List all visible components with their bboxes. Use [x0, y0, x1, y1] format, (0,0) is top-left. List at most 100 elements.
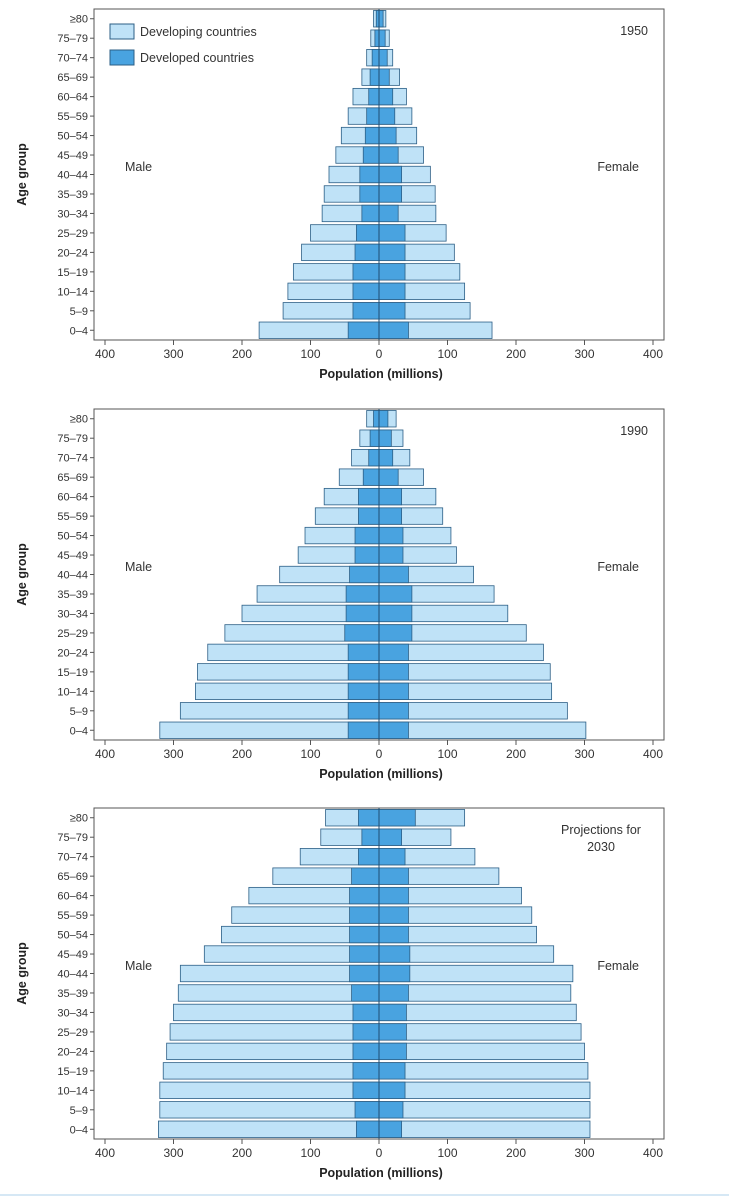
- y-axis-label: Age group: [15, 543, 29, 606]
- bar-developed-male: [355, 224, 380, 242]
- bar-developing-male: [166, 1042, 380, 1061]
- bar-developing-male: [159, 1101, 380, 1119]
- bar-developed-female: [378, 68, 390, 86]
- bar-developed-female: [378, 282, 406, 300]
- x-tick-label: 200: [232, 1146, 252, 1160]
- bar-developed-male: [349, 886, 380, 905]
- y-tick-label: 75–79: [57, 433, 88, 445]
- x-tick-label: 200: [506, 1146, 526, 1160]
- bar-developed-male: [347, 663, 380, 681]
- bar-developed-female: [378, 107, 396, 125]
- bar-developed-male: [349, 906, 380, 924]
- bar-developed-female: [378, 321, 409, 339]
- y-tick-label: 0–4: [70, 1124, 88, 1136]
- bar-developed-male: [371, 49, 380, 67]
- bar-developed-female: [378, 1042, 407, 1061]
- y-tick-label: 0–4: [70, 325, 88, 337]
- y-tick-label: 55–59: [57, 910, 88, 922]
- bar-developed-male: [368, 87, 380, 106]
- bar-developed-female: [378, 828, 403, 846]
- bottom-divider: [0, 1194, 729, 1196]
- bar-developed-male: [368, 449, 380, 467]
- x-axis-label: Population (millions): [319, 767, 443, 781]
- bar-developed-female: [378, 964, 411, 983]
- bar-developed-male: [347, 643, 380, 662]
- male-label: Male: [125, 160, 152, 174]
- bar-developed-male: [358, 507, 380, 525]
- x-tick-label: 300: [163, 1146, 183, 1160]
- bar-developing-female: [378, 1062, 589, 1080]
- bar-developed-male: [374, 29, 380, 47]
- bar-developed-male: [352, 263, 380, 281]
- bar-developing-female: [378, 1023, 582, 1041]
- x-tick-label: 300: [574, 747, 594, 761]
- bar-developing-male: [169, 1023, 380, 1041]
- x-tick-label: 100: [300, 747, 320, 761]
- y-tick-label: 70–74: [57, 852, 88, 864]
- y-tick-label: 25–29: [57, 628, 88, 640]
- y-tick-label: 40–44: [57, 170, 88, 182]
- bar-developing-male: [158, 1120, 380, 1138]
- bar-developed-female: [378, 604, 413, 623]
- bar-developed-female: [378, 410, 389, 428]
- bar-developed-female: [378, 624, 413, 642]
- x-tick-label: 100: [437, 747, 457, 761]
- year-annotation: 1950: [620, 24, 648, 38]
- y-tick-label: 15–19: [57, 267, 88, 279]
- bar-developed-female: [378, 487, 403, 506]
- x-tick-label: 400: [95, 347, 115, 361]
- x-tick-label: 0: [376, 1146, 383, 1160]
- bar-developed-female: [378, 1120, 403, 1138]
- y-tick-label: 45–49: [57, 150, 88, 162]
- y-tick-label: 50–54: [57, 531, 88, 543]
- y-tick-label: 70–74: [57, 53, 88, 65]
- bar-developed-male: [373, 410, 380, 428]
- y-tick-label: 10–14: [57, 1085, 88, 1097]
- y-tick-label: 40–44: [57, 969, 88, 981]
- bar-developed-female: [378, 565, 409, 584]
- bar-developed-male: [352, 1023, 380, 1041]
- female-label: Female: [597, 959, 639, 973]
- legend-label: Developed countries: [140, 51, 254, 65]
- y-tick-label: 25–29: [57, 228, 88, 240]
- x-tick-label: 0: [376, 347, 383, 361]
- bar-developed-female: [378, 243, 406, 262]
- bar-developed-female: [378, 10, 384, 28]
- y-tick-label: 20–24: [57, 647, 88, 659]
- bar-developed-male: [354, 546, 380, 564]
- x-tick-label: 400: [95, 1146, 115, 1160]
- x-axis-label: Population (millions): [319, 1166, 443, 1180]
- bar-developing-female: [378, 721, 587, 739]
- bar-developed-female: [378, 526, 404, 545]
- chart-panel-2: 0–4 5–9 10–14 15–19 20–24 25–29 30–34 35–39 40–4…: [15, 408, 665, 781]
- y-tick-label: 45–49: [57, 550, 88, 562]
- bar-developed-male: [347, 702, 380, 720]
- bar-developed-female: [378, 906, 409, 924]
- y-tick-label: 65–69: [57, 871, 88, 883]
- bar-developed-male: [369, 68, 380, 86]
- legend-swatch: [109, 23, 135, 40]
- bar-developing-male: [173, 1003, 380, 1022]
- bar-developed-female: [378, 1081, 406, 1099]
- bar-developed-female: [378, 585, 413, 603]
- y-tick-label: 0–4: [70, 725, 88, 737]
- bar-developed-female: [378, 1062, 406, 1080]
- bar-developing-male: [159, 721, 380, 739]
- bar-developed-male: [354, 1101, 380, 1119]
- bar-developed-female: [378, 886, 409, 905]
- bar-developed-male: [345, 604, 380, 623]
- y-tick-label: 60–64: [57, 492, 88, 504]
- bar-developed-female: [378, 546, 404, 564]
- bar-developed-female: [378, 165, 403, 184]
- bar-developed-male: [352, 282, 380, 300]
- y-tick-label: 10–14: [57, 286, 88, 298]
- bar-developed-male: [361, 204, 380, 223]
- bar-developing-male: [159, 1081, 380, 1099]
- y-tick-label: 5–9: [70, 1105, 88, 1117]
- bar-developed-male: [352, 302, 380, 320]
- bar-developing-male: [162, 1062, 380, 1080]
- y-tick-label: 25–29: [57, 1027, 88, 1039]
- x-tick-label: 300: [574, 347, 594, 361]
- bar-developed-male: [349, 925, 380, 944]
- bar-developed-male: [349, 565, 380, 584]
